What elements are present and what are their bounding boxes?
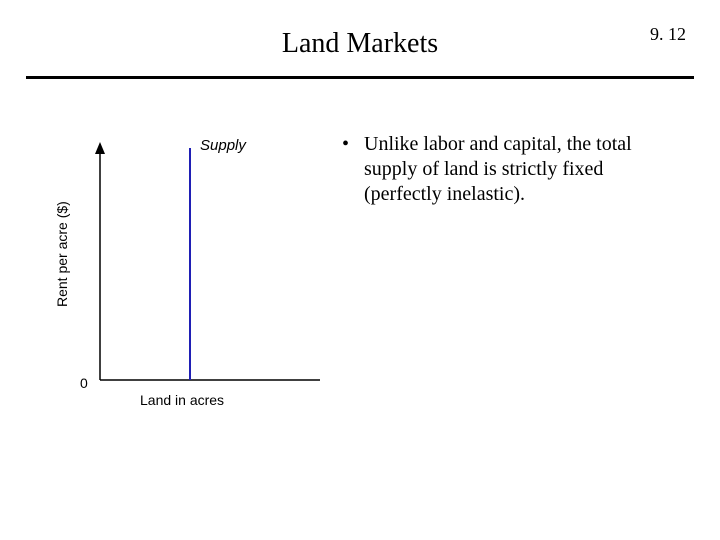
supply-chart: Supply 0 Land in acres Rent per acre ($) xyxy=(40,130,330,420)
slide: Land Markets 9. 12 Supply 0 Land in acre… xyxy=(0,0,720,540)
bullet-item: • Unlike labor and capital, the total su… xyxy=(340,132,680,207)
bullet-text: Unlike labor and capital, the total supp… xyxy=(364,132,680,207)
y-axis-label: Rent per acre ($) xyxy=(54,201,70,307)
page-number: 9. 12 xyxy=(650,24,686,45)
supply-label: Supply xyxy=(200,137,247,154)
title-rule xyxy=(26,76,694,79)
page-title: Land Markets xyxy=(0,28,720,60)
x-axis-label: Land in acres xyxy=(140,392,224,408)
y-axis-arrow xyxy=(95,142,105,154)
bullet-block: • Unlike labor and capital, the total su… xyxy=(340,132,680,207)
bullet-marker: • xyxy=(340,132,364,157)
origin-label: 0 xyxy=(80,375,88,391)
